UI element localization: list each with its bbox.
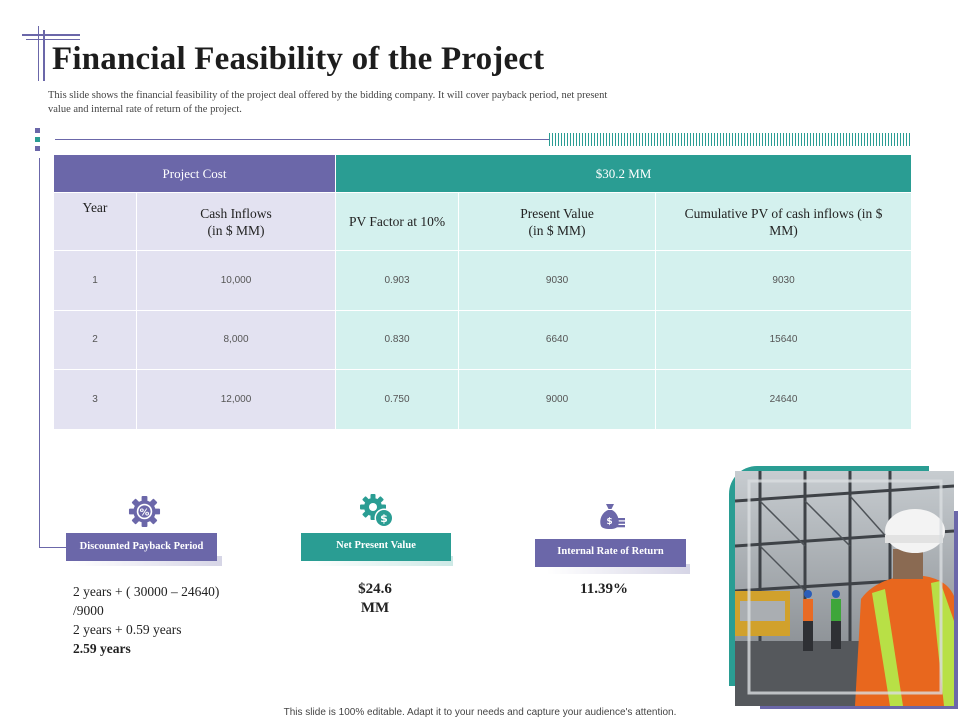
side-decoration-dots [35,128,41,155]
page-subtitle: This slide shows the financial feasibili… [48,90,608,115]
cell-pv-factor: 0.750 [335,369,460,430]
cell-year: 2 [53,309,137,370]
npv-value-line: $24.6 [358,581,392,597]
npv-value-line: MM [360,600,390,616]
percent-gear-icon: % [128,495,161,528]
payback-calculation: 2 years + ( 30000 – 24640) /9000 2 years… [73,582,219,658]
svg-text:%: % [140,507,150,518]
cell-present-value: 6640 [458,309,657,370]
title-decoration-line [38,26,39,81]
cell-present-value: 9030 [458,250,657,311]
payback-result: 2.59 years [73,641,131,656]
page-title: Financial Feasibility of the Project [52,41,545,77]
title-decoration-line [22,34,80,36]
svg-text:$: $ [380,512,388,525]
npv-label-pill: Net Present Value [301,533,451,561]
cell-year: 3 [53,369,137,430]
payback-line: /9000 [73,603,104,618]
irr-value: 11.39% [580,581,628,597]
cell-cash-inflows: 12,000 [135,369,337,430]
payback-line: 2 years + 0.59 years [73,622,182,637]
cell-year: 1 [53,250,137,311]
pill-shadow [72,556,222,566]
svg-text:$: $ [606,517,612,527]
dollar-gears-icon: $ [360,494,394,528]
money-bag-icon: $ [600,504,625,529]
cell-pv-factor: 0.903 [335,250,460,311]
header-cash-inflows: Cash Inflows (in $ MM) [135,192,337,251]
cell-cash-inflows: 10,000 [135,250,337,311]
column-header-row: Year Cash Inflows (in $ MM) PV Factor at… [53,192,913,251]
title-decoration-line [26,39,80,40]
cell-present-value: 9000 [458,369,657,430]
pill-shadow [307,556,453,566]
header-cumulative-pv: Cumulative PV of cash inflows (in $ MM) [655,192,913,251]
feasibility-table: Project Cost $30.2 MM Year Cash Inflows … [52,154,913,430]
project-cost-value: $30.2 MM [335,154,913,193]
pill-shadow [547,564,690,574]
title-decoration-line [43,30,45,81]
side-connector-line [39,158,40,548]
divider-hatch [549,133,911,146]
photo-frame-accent [729,466,929,686]
cell-cumulative-pv: 24640 [655,369,913,430]
cell-pv-factor: 0.830 [335,309,460,370]
payback-line: 2 years + ( 30000 – 24640) [73,584,220,599]
cell-cumulative-pv: 15640 [655,309,913,370]
npv-value: $24.6 MM [340,580,410,618]
table-row: 3 12,000 0.750 9000 24640 [53,369,913,430]
table-header-row: Project Cost $30.2 MM [52,154,913,193]
irr-label-pill: Internal Rate of Return [535,539,686,567]
payback-label-pill: Discounted Payback Period [66,533,217,561]
table-row: 2 8,000 0.830 6640 15640 [53,309,913,370]
header-pv-factor: PV Factor at 10% [335,192,460,251]
divider-line [55,139,549,140]
cell-cash-inflows: 8,000 [135,309,337,370]
construction-scene-image [735,471,954,706]
project-cost-label: Project Cost [52,154,337,193]
cell-cumulative-pv: 9030 [655,250,913,311]
side-connector-line [39,547,67,548]
construction-workers-photo [735,471,954,706]
header-year: Year [53,192,137,251]
footer-note: This slide is 100% editable. Adapt it to… [283,707,677,718]
header-present-value: Present Value (in $ MM) [458,192,657,251]
table-row: 1 10,000 0.903 9030 9030 [53,250,913,311]
